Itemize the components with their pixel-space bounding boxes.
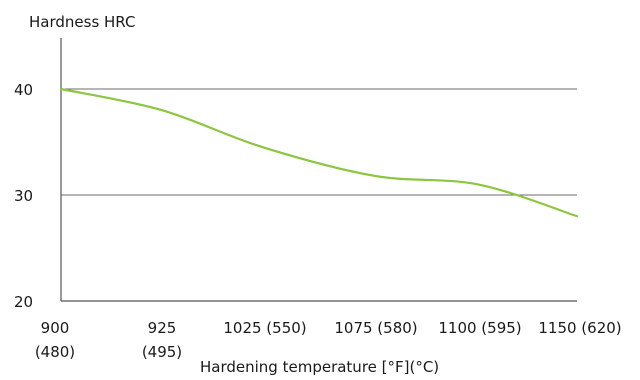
y-axis-label: Hardness HRC xyxy=(29,13,135,31)
gridlines xyxy=(61,88,577,302)
x-tick-label: 1150 (620) xyxy=(538,319,621,337)
y-tick-label: 40 xyxy=(14,81,33,99)
x-tick-labels: 900 (480) 925 (495) 1025 (550) 1075 (580) 1100… xyxy=(35,319,622,361)
x-tick-label: 925 xyxy=(148,319,177,337)
x-tick-label-secondary: (480) xyxy=(35,343,75,361)
y-tick-label: 30 xyxy=(14,187,33,205)
x-axis-label: Hardening temperature [°F](°C) xyxy=(200,358,439,376)
x-tick-label: 900 xyxy=(41,319,70,337)
series-group xyxy=(59,87,579,218)
series-line xyxy=(59,87,579,218)
y-tick-label: 20 xyxy=(14,293,33,311)
x-tick-label: 1075 (580) xyxy=(334,319,417,337)
y-tick-labels: 20 30 40 xyxy=(14,81,33,311)
x-tick-label: 1100 (595) xyxy=(438,319,521,337)
x-tick-label: 1025 (550) xyxy=(223,319,306,337)
x-tick-label-secondary: (495) xyxy=(142,343,182,361)
